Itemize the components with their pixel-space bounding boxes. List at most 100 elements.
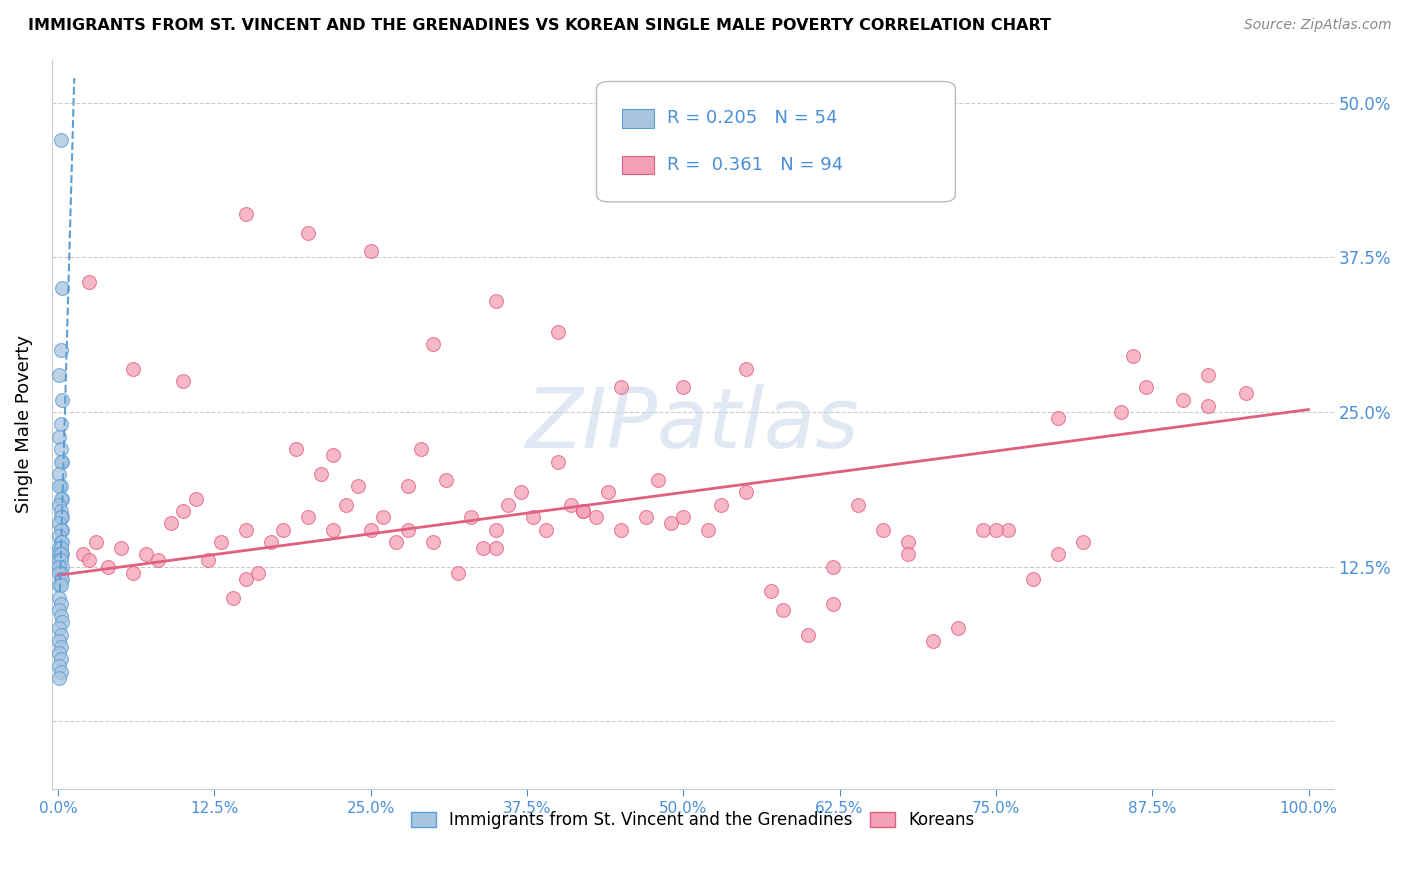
Point xyxy=(335,498,357,512)
Point xyxy=(122,361,145,376)
FancyBboxPatch shape xyxy=(621,156,654,174)
Point xyxy=(49,523,72,537)
Point xyxy=(77,553,100,567)
Y-axis label: Single Male Poverty: Single Male Poverty xyxy=(15,335,32,514)
Point xyxy=(485,293,508,308)
Point xyxy=(485,541,508,555)
Point xyxy=(235,523,257,537)
Point xyxy=(547,454,569,468)
Point xyxy=(49,640,72,654)
Text: IMMIGRANTS FROM ST. VINCENT AND THE GRENADINES VS KOREAN SINGLE MALE POVERTY COR: IMMIGRANTS FROM ST. VINCENT AND THE GREN… xyxy=(28,18,1052,33)
Point xyxy=(197,553,219,567)
Point xyxy=(422,535,444,549)
Point xyxy=(609,523,631,537)
Point xyxy=(1022,572,1045,586)
Point xyxy=(48,646,70,660)
Point xyxy=(409,442,432,457)
Point xyxy=(235,572,257,586)
Point xyxy=(984,523,1007,537)
FancyBboxPatch shape xyxy=(596,81,956,202)
Point xyxy=(485,523,508,537)
Point xyxy=(49,597,72,611)
Legend: Immigrants from St. Vincent and the Grenadines, Koreans: Immigrants from St. Vincent and the Gren… xyxy=(405,805,981,836)
Point xyxy=(734,361,756,376)
Point xyxy=(598,485,620,500)
Point xyxy=(472,541,495,555)
Point xyxy=(48,498,70,512)
Point xyxy=(49,553,72,567)
Point xyxy=(997,523,1019,537)
Point xyxy=(572,504,595,518)
Point xyxy=(49,510,72,524)
Point xyxy=(509,485,531,500)
Point xyxy=(823,559,845,574)
Point xyxy=(49,572,72,586)
Point xyxy=(585,510,607,524)
Point xyxy=(49,491,72,506)
Point xyxy=(48,633,70,648)
Point xyxy=(371,510,394,524)
Point xyxy=(110,541,132,555)
Point xyxy=(297,510,319,524)
Point xyxy=(49,578,72,592)
Point xyxy=(872,523,894,537)
Point xyxy=(48,516,70,531)
Point xyxy=(49,504,72,518)
Text: Source: ZipAtlas.com: Source: ZipAtlas.com xyxy=(1244,18,1392,32)
Point xyxy=(48,529,70,543)
Point xyxy=(48,430,70,444)
Point xyxy=(948,622,970,636)
Point xyxy=(209,535,232,549)
Point xyxy=(1122,350,1144,364)
Point xyxy=(72,547,94,561)
Point xyxy=(48,541,70,555)
Point xyxy=(247,566,270,580)
Point xyxy=(48,578,70,592)
Point xyxy=(48,479,70,493)
Point xyxy=(284,442,307,457)
Point xyxy=(271,523,294,537)
Point xyxy=(972,523,994,537)
FancyBboxPatch shape xyxy=(621,110,654,128)
Point xyxy=(49,343,72,358)
Point xyxy=(49,609,72,624)
Point xyxy=(97,559,120,574)
Point xyxy=(49,442,72,457)
Text: R = 0.205   N = 54: R = 0.205 N = 54 xyxy=(666,110,838,128)
Point xyxy=(897,535,920,549)
Point xyxy=(48,622,70,636)
Point xyxy=(347,479,370,493)
Point xyxy=(51,454,73,468)
Point xyxy=(51,547,73,561)
Point xyxy=(49,652,72,666)
Point xyxy=(48,603,70,617)
Point xyxy=(434,473,457,487)
Point xyxy=(122,566,145,580)
Point xyxy=(560,498,582,512)
Point xyxy=(49,665,72,679)
Point xyxy=(360,523,382,537)
Point xyxy=(797,627,820,641)
Point xyxy=(609,380,631,394)
Point xyxy=(734,485,756,500)
Point xyxy=(1234,386,1257,401)
Point xyxy=(297,226,319,240)
Point xyxy=(360,244,382,259)
Point xyxy=(460,510,482,524)
Point xyxy=(48,591,70,605)
Point xyxy=(51,572,73,586)
Point xyxy=(51,491,73,506)
Point xyxy=(534,523,557,537)
Point xyxy=(51,510,73,524)
Point xyxy=(1047,411,1070,425)
Point xyxy=(672,510,695,524)
Text: R =  0.361   N = 94: R = 0.361 N = 94 xyxy=(666,156,844,174)
Point xyxy=(48,559,70,574)
Point xyxy=(159,516,181,531)
Point xyxy=(259,535,281,549)
Point xyxy=(222,591,245,605)
Point xyxy=(309,467,332,481)
Point xyxy=(48,671,70,685)
Point xyxy=(697,523,720,537)
Point xyxy=(135,547,157,561)
